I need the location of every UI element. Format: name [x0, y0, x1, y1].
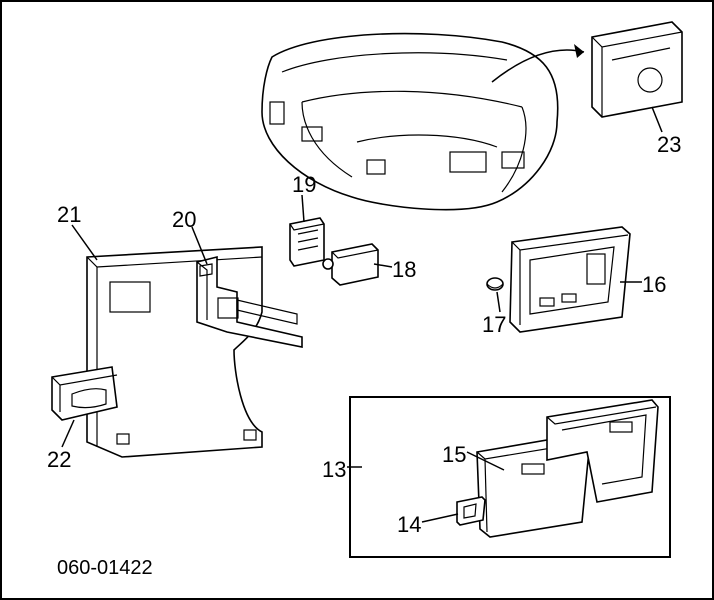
- callout-19: 19: [292, 172, 316, 198]
- callout-21: 21: [57, 202, 81, 228]
- callout-13: 13: [322, 457, 346, 483]
- parts-diagram: 13 14 15 16 17 18 19 20 21 22 23 060-014…: [0, 0, 714, 600]
- callout-17: 17: [482, 312, 506, 338]
- callout-20: 20: [172, 207, 196, 233]
- diagram-reference: 060-01422: [57, 557, 153, 580]
- part-16: [510, 227, 630, 332]
- callout-16: 16: [642, 272, 666, 298]
- diagram-svg: [2, 2, 714, 600]
- callout-23: 23: [657, 132, 681, 158]
- part-19: [290, 218, 324, 266]
- callout-22: 22: [47, 447, 71, 473]
- part-21: [87, 247, 262, 457]
- part-17: [487, 278, 503, 290]
- part-18: [323, 244, 378, 285]
- part-14: [457, 497, 485, 525]
- callout-15: 15: [442, 442, 466, 468]
- callout-18: 18: [392, 257, 416, 283]
- callout-14: 14: [397, 512, 421, 538]
- part-23: [592, 22, 682, 117]
